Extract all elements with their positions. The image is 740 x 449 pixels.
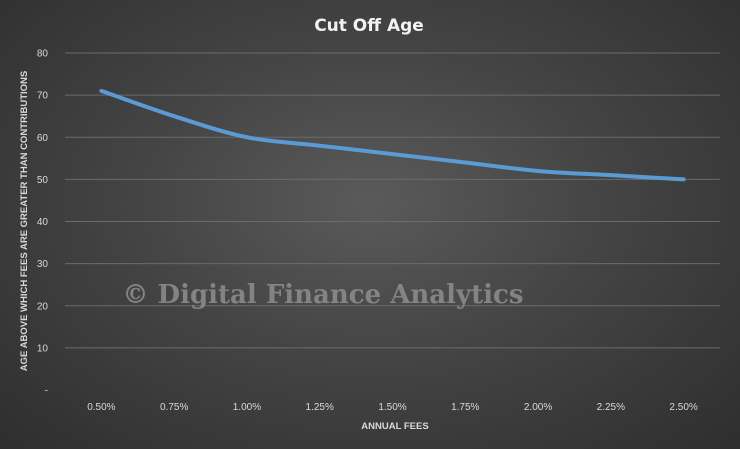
watermark: © Digital Finance Analytics	[123, 280, 524, 310]
series-line	[99, 88, 686, 182]
y-tick-label: -	[45, 386, 48, 397]
x-tick-label: 0.50%	[87, 402, 115, 413]
y-axis-label: AGE ABOVE WHICH FEES ARE GREATER THAN CO…	[19, 71, 30, 372]
x-tick-label: 1.25%	[306, 402, 334, 413]
x-axis-label: ANNUAL FEES	[361, 421, 428, 432]
x-tick-label: 1.50%	[378, 402, 406, 413]
x-tick-label: 2.50%	[669, 402, 697, 413]
y-tick-label: 40	[37, 217, 49, 228]
chart-title: Cut Off Age	[314, 16, 424, 36]
y-tick-label: 30	[37, 259, 49, 270]
x-tick-label: 1.75%	[451, 402, 479, 413]
y-tick-label: 50	[37, 175, 49, 186]
y-tick-label: 60	[37, 133, 49, 144]
y-tick-label: 10	[37, 343, 49, 354]
y-tick-label: 70	[37, 91, 49, 102]
series-layer	[99, 88, 686, 182]
x-axis-ticks: 0.50% 0.75% 1.00% 1.25% 1.50% 1.75% 2.00% 2.25%…	[87, 402, 698, 413]
y-tick-label: 20	[37, 301, 49, 312]
y-axis-ticks: - 10 20 30 40 50 60 70 80	[37, 49, 49, 397]
x-tick-label: 2.00%	[524, 402, 552, 413]
y-tick-label: 80	[37, 49, 49, 60]
gridlines	[65, 52, 720, 349]
x-tick-label: 1.00%	[233, 402, 261, 413]
x-tick-label: 2.25%	[597, 402, 625, 413]
x-tick-label: 0.75%	[160, 402, 188, 413]
